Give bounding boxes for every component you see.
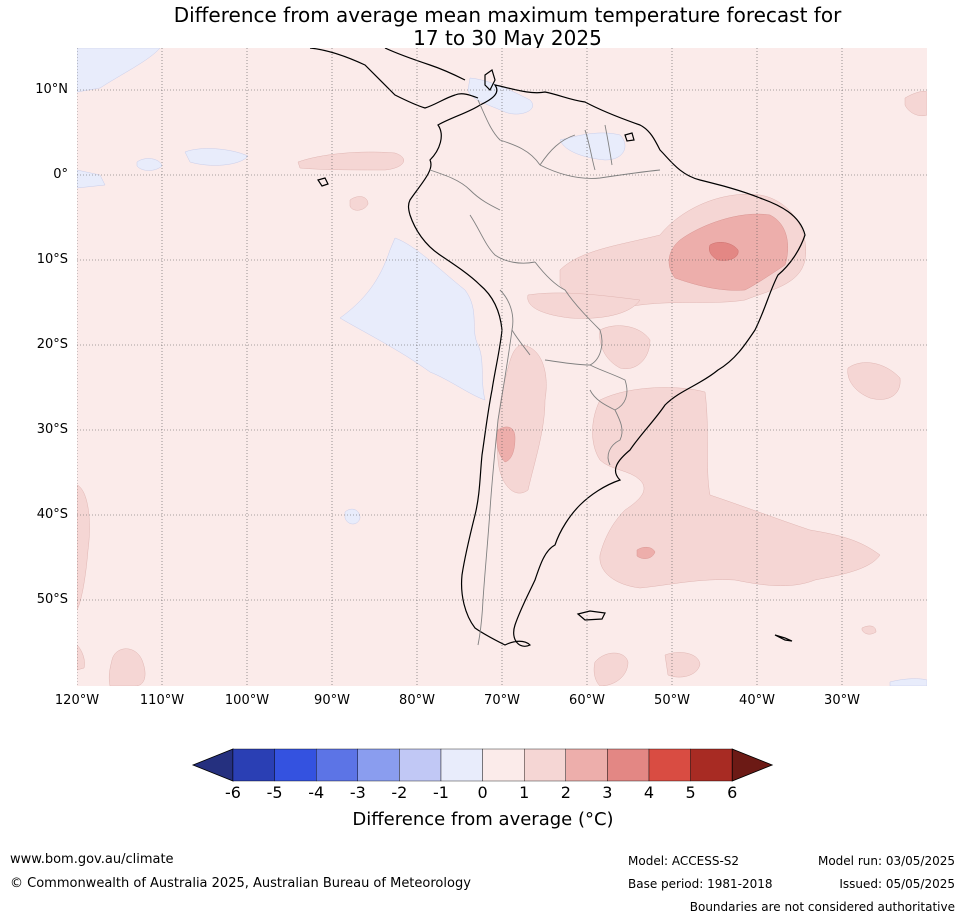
lon-label-90w: 90°W: [314, 693, 350, 708]
coastline-caribbean-islands: [484, 69, 496, 92]
colorbar-label: Difference from average (°C): [352, 809, 614, 830]
warm-region-eq-pacific: [297, 151, 404, 171]
lon-label-30w: 30°W: [824, 693, 860, 708]
website-link[interactable]: www.bom.gov.au/climate: [10, 852, 174, 867]
colorbar-tick-label: 2: [560, 783, 571, 802]
colorbar-tick-label: -4: [308, 783, 325, 802]
title-line-1: Difference from average mean maximum tem…: [173, 3, 842, 27]
cool-region-south-pacific: [344, 508, 361, 525]
lat-label-30s: 30°S: [36, 422, 68, 437]
coastline-trinidad: [624, 132, 635, 142]
warm-region-argentina-core: [496, 426, 516, 463]
colorbar-tick-label: -2: [391, 783, 408, 802]
coastline-south-georgia: [774, 634, 793, 642]
warm-region-central-south: [527, 292, 641, 319]
cool-region-eq-pacific-2: [136, 158, 163, 171]
lat-label-10s: 10°S: [36, 252, 68, 267]
cool-region-nw-pacific: [77, 48, 161, 93]
lon-label-60w: 60°W: [569, 693, 605, 708]
border-colombia-ecuador-peru: [429, 169, 501, 211]
warm-region-bolivia: [599, 325, 651, 370]
lon-label-70w: 70°W: [484, 693, 520, 708]
border-argentina-brazil-uruguay: [607, 409, 623, 466]
lon-label-80w: 80°W: [399, 693, 435, 708]
cool-region-pacific-coast: [339, 237, 486, 401]
lon-label-40w: 40°W: [739, 693, 775, 708]
model-text: Model: ACCESS-S2: [628, 854, 740, 868]
lon-label-110w: 110°W: [139, 693, 185, 708]
colorbar-tick-label: -6: [225, 783, 241, 802]
positive-anomaly-3-4-regions: [709, 242, 739, 261]
cool-region-guyana: [559, 132, 626, 161]
colorbar-tick-label: 3: [602, 783, 613, 802]
coastline-caribbean-north: [384, 48, 466, 81]
coastlines: [309, 48, 806, 647]
lat-label-20s: 20°S: [36, 337, 68, 352]
colorbar-tick-label: -1: [433, 783, 449, 802]
base-period-text: Base period: 1981-2018: [628, 877, 773, 891]
warm-region-sw-pacific-2: [108, 648, 146, 686]
lat-label-40s: 40°S: [36, 507, 68, 522]
colorbar-tick-label: 4: [643, 783, 655, 802]
border-bolivia: [534, 261, 603, 366]
border-guianas: [539, 124, 613, 171]
cool-region-eq-pacific: [184, 148, 249, 166]
colorbar-tick-label: 0: [477, 783, 488, 802]
issued-text: Issued: 05/05/2025: [839, 877, 955, 891]
lat-label-10n: 10°N: [35, 82, 68, 97]
colorbar-tick-label: 6: [727, 783, 738, 802]
colorbar-tick-label: -3: [349, 783, 366, 802]
colorbar-tick-label: 5: [685, 783, 696, 802]
border-colombia-venezuela: [477, 99, 541, 166]
graticule: [77, 48, 927, 686]
warm-region-sw-pacific: [77, 484, 90, 611]
warm-region-s-atlantic-small: [664, 652, 701, 678]
border-brazil-venezuela: [539, 164, 661, 179]
border-argentina-chile: [477, 329, 513, 646]
warm-region-pacific-small: [349, 196, 369, 211]
warm-region-east-atlantic: [847, 362, 901, 400]
lon-label-50w: 50°W: [654, 693, 690, 708]
lon-label-100w: 100°W: [224, 693, 270, 708]
model-run-text: Model run: 03/05/2025: [817, 854, 955, 868]
disclaimer-text: Boundaries are not considered authoritat…: [689, 900, 955, 914]
lon-label-120w: 120°W: [54, 693, 100, 708]
lat-label-50s: 50°S: [36, 592, 68, 607]
border-peru-brazil: [469, 214, 536, 264]
lat-label-0: 0°: [53, 167, 68, 182]
colorbar-tick-label: 1: [519, 783, 530, 802]
colorbar-tick-label: -5: [266, 783, 283, 802]
warm-region-south-atlantic: [592, 387, 881, 589]
copyright-text: © Commonwealth of Australia 2025, Austra…: [10, 876, 471, 891]
title-line-2: 17 to 30 May 2025: [413, 26, 602, 50]
coastline-central-america: [309, 48, 479, 109]
chart-title: Difference from average mean maximum tem…: [0, 4, 965, 50]
warm-region-atlantic-core: [636, 547, 656, 559]
cool-region-se-corner: [889, 678, 927, 686]
country-borders: [429, 99, 661, 646]
coastline-south-america: [407, 84, 806, 647]
border-paraguay: [589, 364, 628, 411]
warm-region-sw-edge: [77, 644, 85, 671]
warm-region-s-atlantic-bottom: [593, 652, 629, 686]
warm-region-s-atlantic-small-2: [861, 625, 877, 635]
warm-region-max-core: [709, 242, 739, 261]
coastline-galapagos: [317, 177, 329, 187]
cool-region-west-edge: [77, 169, 106, 189]
warm-region-far-east: [904, 91, 927, 116]
coastline-falklands: [576, 610, 606, 621]
